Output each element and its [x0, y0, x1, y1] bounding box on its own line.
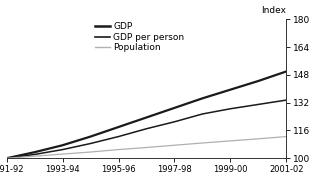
- Legend: GDP, GDP per person, Population: GDP, GDP per person, Population: [95, 22, 184, 52]
- Text: Index: Index: [261, 6, 286, 15]
